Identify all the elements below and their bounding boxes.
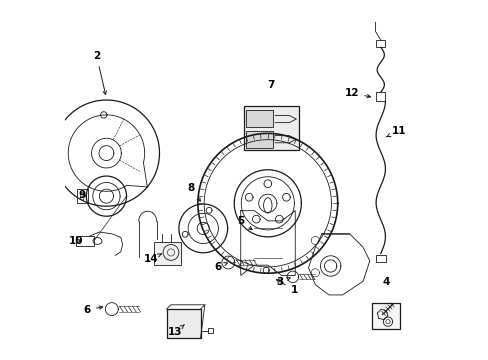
Text: 7: 7 — [267, 80, 275, 90]
Text: 4: 4 — [382, 277, 389, 287]
Text: 1: 1 — [276, 279, 297, 295]
Bar — [153, 242, 180, 265]
Bar — [207, 328, 213, 333]
Text: 13: 13 — [167, 325, 184, 337]
Text: 14: 14 — [143, 254, 161, 264]
Text: 8: 8 — [187, 183, 200, 201]
Bar — [243, 105, 299, 150]
Text: 10: 10 — [68, 236, 83, 246]
Text: 9: 9 — [79, 190, 85, 201]
Text: 5: 5 — [237, 216, 252, 230]
Bar — [375, 92, 385, 101]
Text: 2: 2 — [93, 51, 106, 94]
Bar — [166, 309, 200, 338]
Bar — [246, 110, 272, 127]
Bar — [376, 40, 384, 47]
Text: 11: 11 — [386, 126, 405, 137]
Text: 3: 3 — [276, 277, 289, 287]
Text: 6: 6 — [83, 305, 102, 315]
Text: 6: 6 — [214, 262, 227, 272]
Text: 12: 12 — [344, 88, 370, 98]
Bar — [371, 303, 400, 329]
Bar — [375, 255, 385, 262]
Bar — [246, 131, 272, 148]
Bar — [77, 189, 88, 203]
Bar — [76, 236, 94, 246]
